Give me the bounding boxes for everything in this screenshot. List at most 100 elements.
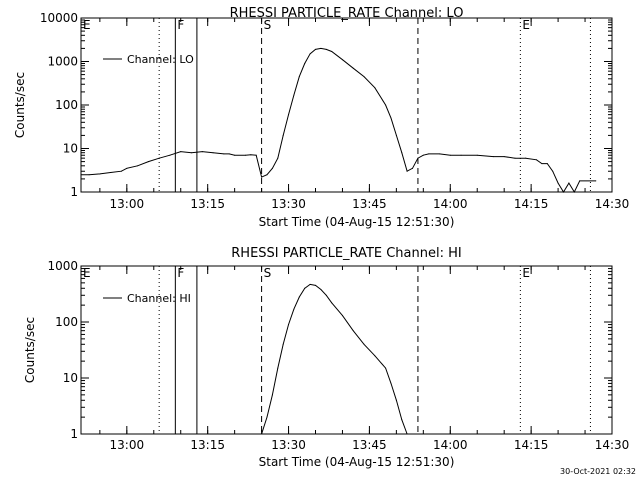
data-point — [395, 399, 397, 401]
data-point — [492, 156, 494, 158]
event-label: S — [264, 266, 272, 280]
x-axis-label: Start Time (04-Aug-15 12:51:30) — [259, 215, 455, 229]
data-point — [573, 191, 575, 193]
x-tick-label: 13:15 — [190, 438, 225, 452]
x-tick-label: 14:30 — [595, 197, 630, 211]
data-point — [541, 163, 543, 165]
data-point — [266, 174, 268, 176]
data-point — [325, 294, 327, 296]
legend-entry: Channel: HI — [127, 292, 191, 305]
y-tick-label: 1000 — [47, 259, 78, 273]
data-point — [422, 154, 424, 156]
data-point — [271, 394, 273, 396]
legend-entry: Channel: LO — [127, 53, 194, 66]
chart-panel-2: RHESSI PARTICLE_RATE Channel: HI 13:00 13:… — [23, 246, 629, 469]
data-point — [309, 283, 311, 285]
data-point — [315, 284, 317, 286]
data-point — [428, 153, 430, 155]
data-point — [234, 154, 236, 156]
data-point — [363, 76, 365, 78]
data-point — [223, 153, 225, 155]
x-tick-label: 14:15 — [514, 197, 549, 211]
data-point — [250, 154, 252, 156]
data-point — [557, 182, 559, 184]
data-point — [525, 157, 527, 159]
data-point — [288, 114, 290, 116]
data-point — [460, 154, 462, 156]
x-tick-label: 14:00 — [433, 197, 468, 211]
y-axis-label: Counts/sec — [13, 72, 27, 138]
x-tick-label: 13:00 — [110, 438, 145, 452]
data-point — [363, 343, 365, 345]
data-point — [331, 50, 333, 52]
x-tick-label: 13:30 — [271, 197, 306, 211]
data-point — [401, 152, 403, 154]
x-tick-label: 14:15 — [514, 438, 549, 452]
data-point — [395, 134, 397, 136]
event-label: E — [522, 18, 530, 32]
data-point — [390, 117, 392, 119]
chart-title: RHESSI PARTICLE_RATE Channel: HI — [231, 246, 461, 261]
y-tick-label: 1000 — [47, 55, 78, 69]
x-tick-label: 14:00 — [433, 438, 468, 452]
y-tick-label: 1 — [70, 427, 78, 441]
y-tick-label: 10000 — [40, 11, 78, 25]
data-point — [304, 62, 306, 64]
data-point — [325, 48, 327, 50]
data-point — [277, 157, 279, 159]
data-point — [147, 161, 149, 163]
data-point — [401, 419, 403, 421]
data-point — [412, 167, 414, 169]
x-tick-label: 13:00 — [110, 197, 145, 211]
data-point — [568, 182, 570, 184]
data-point — [261, 433, 263, 435]
data-point — [579, 180, 581, 182]
data-point — [277, 367, 279, 369]
data-point — [374, 355, 376, 357]
data-point — [293, 94, 295, 96]
data-point — [110, 172, 112, 174]
data-point — [536, 159, 538, 161]
data-point — [99, 173, 101, 175]
data-point — [120, 170, 122, 172]
data-point — [309, 53, 311, 55]
data-point — [514, 157, 516, 159]
data-point — [341, 59, 343, 61]
data-point — [288, 324, 290, 326]
legend: Channel: HI — [103, 292, 191, 305]
data-point — [282, 343, 284, 345]
data-point — [417, 157, 419, 159]
data-point — [352, 330, 354, 332]
data-point — [546, 163, 548, 165]
event-label: F — [177, 266, 184, 280]
data-point — [180, 151, 182, 153]
data-point — [158, 157, 160, 159]
data-point — [562, 191, 564, 193]
data-point — [244, 154, 246, 156]
x-tick-label: 13:45 — [352, 197, 387, 211]
y-axis-label: Counts/sec — [23, 317, 37, 383]
data-point — [595, 180, 597, 182]
legend: Channel: LO — [103, 53, 194, 66]
data-point — [390, 382, 392, 384]
x-tick-label: 13:15 — [190, 197, 225, 211]
data-point — [331, 302, 333, 304]
event-label: E — [522, 266, 530, 280]
plot-frame — [80, 17, 613, 193]
data-point — [552, 170, 554, 172]
data-point — [304, 287, 306, 289]
x-tick-label: 13:30 — [271, 438, 306, 452]
data-point — [201, 151, 203, 153]
data-point — [228, 153, 230, 155]
data-point — [282, 134, 284, 136]
chart-title: RHESSI PARTICLE_RATE Channel: LO — [230, 6, 464, 21]
data-point — [476, 154, 478, 156]
data-point — [137, 165, 139, 167]
data-point — [438, 153, 440, 155]
data-point — [385, 104, 387, 106]
y-tick-label: 100 — [55, 315, 78, 329]
data-point — [385, 367, 387, 369]
data-point — [88, 174, 90, 176]
data-point — [169, 154, 171, 156]
